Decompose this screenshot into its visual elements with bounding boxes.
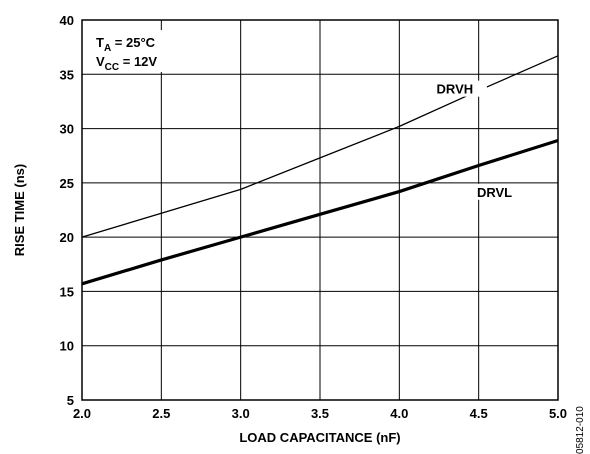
series-line-drvl: [81, 138, 559, 286]
series-label-drvh: DRVH: [437, 82, 474, 97]
x-tick-label: 2.5: [152, 406, 170, 421]
y-tick-label: 30: [60, 122, 74, 137]
test-conditions-annotation: TA = 25°C VCC = 12V: [90, 30, 180, 73]
tick-labels: 2.0 2.5 3.0 3.5 4.0 4.5 5.0 5 10 15 20 25 30 35 40: [60, 13, 568, 421]
x-tick-label: 3.0: [232, 406, 250, 421]
x-tick-label: 2.0: [73, 406, 91, 421]
y-tick-label: 25: [60, 176, 74, 191]
supply-voltage-condition: VCC = 12V: [96, 54, 157, 73]
y-tick-label: 15: [60, 284, 74, 299]
y-tick-label: 20: [60, 230, 74, 245]
x-tick-label: 4.0: [390, 406, 408, 421]
temperature-condition: TA = 25°C: [96, 35, 156, 54]
y-tick-label: 40: [60, 13, 74, 28]
x-axis-title: LOAD CAPACITANCE (nF): [239, 430, 400, 445]
grid: [81, 19, 559, 401]
figure-code: 05812-010: [575, 406, 586, 454]
plot-frame: [81, 19, 559, 401]
y-tick-label: 35: [60, 67, 74, 82]
y-tick-label: 10: [60, 339, 74, 354]
x-tick-label: 4.5: [470, 406, 488, 421]
x-tick-label: 3.5: [311, 406, 329, 421]
x-tick-label: 5.0: [549, 406, 567, 421]
y-axis-title: RISE TIME (ns): [12, 164, 27, 256]
y-tick-label: 5: [67, 393, 74, 408]
series-label-drvl: DRVL: [477, 185, 512, 200]
series-labels: DRVH DRVL: [422, 80, 527, 200]
